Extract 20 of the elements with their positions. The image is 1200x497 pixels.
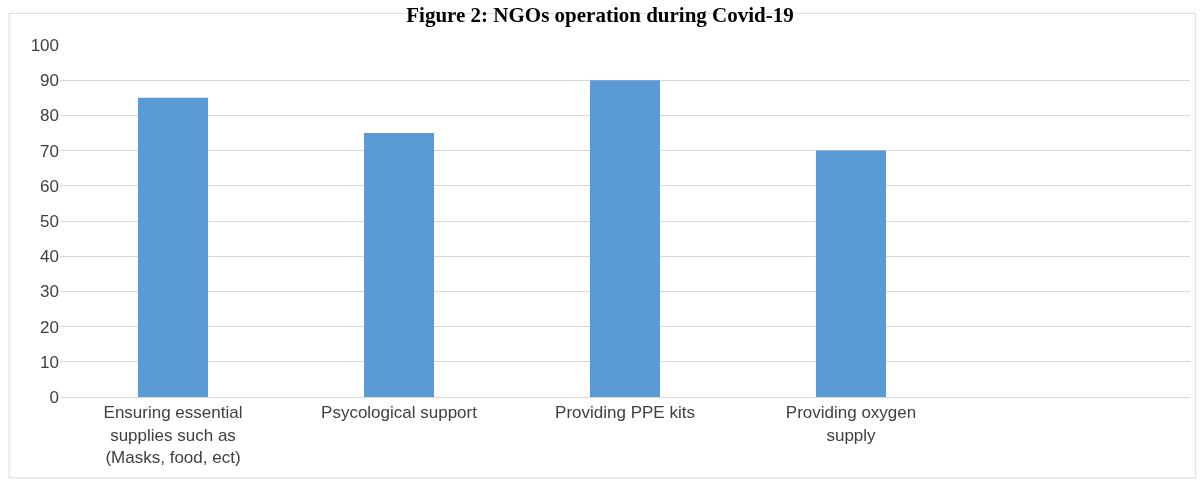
y-tick-label: 0 [49,387,59,407]
bar [363,133,435,397]
y-tick-label: 60 [40,176,59,196]
y-tick-label: 20 [40,317,59,337]
chart-title: Figure 2: NGOs operation during Covid-19 [406,3,794,28]
y-tick-label: 70 [40,141,59,161]
bar [815,150,887,397]
x-tick-label: Psycological support [321,403,478,423]
x-tick-label: Ensuring essential supplies such as (Masks, food, ect) [103,403,243,467]
y-tick-label: 30 [40,282,59,302]
y-tick-label: 50 [40,211,59,231]
y-tick-label: 80 [40,106,59,126]
y-tick-label: 90 [40,71,59,91]
y-tick-label: 100 [30,35,59,55]
bar [137,97,209,397]
y-tick-label: 40 [40,247,59,267]
x-tick-label: Providing PPE kits [555,403,695,423]
bar [589,80,661,397]
y-tick-label: 10 [40,352,59,372]
x-tick-label: Providing oxygen supply [785,403,917,445]
